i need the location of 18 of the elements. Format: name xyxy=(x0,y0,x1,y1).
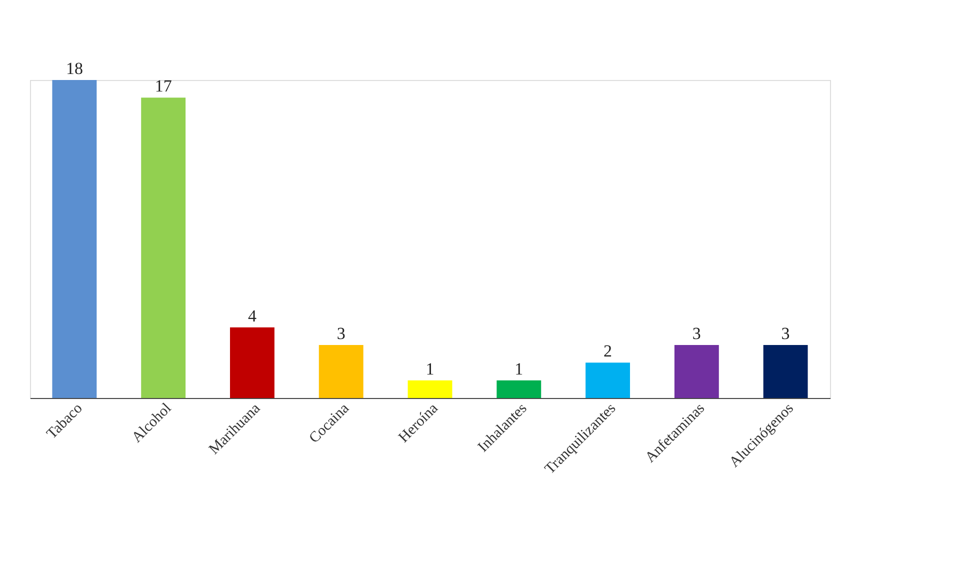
data-label: 4 xyxy=(248,306,257,326)
bar xyxy=(496,380,542,398)
data-label: 3 xyxy=(692,324,701,343)
bar xyxy=(674,345,719,398)
data-label: 1 xyxy=(426,359,434,378)
bar xyxy=(318,345,364,398)
data-label: 17 xyxy=(154,76,172,96)
data-label: 18 xyxy=(66,59,83,78)
bar xyxy=(408,380,452,398)
data-label: 2 xyxy=(604,342,612,361)
bar xyxy=(586,362,630,398)
bar xyxy=(52,80,97,398)
bar xyxy=(141,98,186,398)
data-label: 3 xyxy=(336,324,346,343)
bar xyxy=(763,345,808,398)
data-label: 3 xyxy=(781,324,790,343)
data-label: 1 xyxy=(514,359,524,378)
bar xyxy=(230,327,274,398)
